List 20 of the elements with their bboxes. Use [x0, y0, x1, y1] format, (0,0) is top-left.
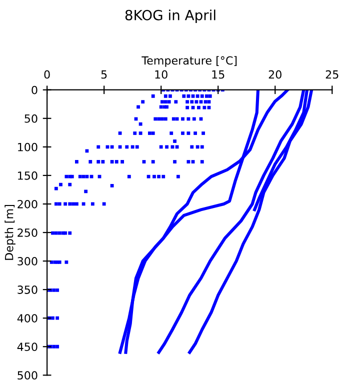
y-tick-label: 300: [18, 257, 38, 266]
y-tick-label: 350: [18, 286, 38, 294]
x-tick-label: 0: [44, 70, 50, 79]
y-tick-label: 150: [18, 171, 38, 180]
y-tick-label: 100: [18, 142, 38, 152]
y-tick-label: 450: [17, 342, 38, 352]
y-tick-label: 500: [18, 371, 38, 380]
x-tick-label: 20: [268, 70, 282, 79]
y-tick-label: 250: [18, 228, 38, 237]
y-tick-label: 50: [24, 114, 38, 123]
y-axis-title: Depth [m]: [4, 205, 16, 260]
x-tick-label: 15: [212, 70, 224, 79]
y-tick-label: 0: [32, 86, 38, 94]
y-tick-label: 200: [18, 200, 38, 208]
y-tick-label: 400: [17, 314, 38, 322]
x-tick-label: 5: [101, 70, 107, 79]
chart-title: 8KOG in April: [125, 10, 216, 24]
x-axis-title: Temperature [°C]: [142, 56, 237, 67]
x-tick-label: 10: [155, 70, 168, 79]
x-tick-label: 25: [326, 70, 338, 79]
